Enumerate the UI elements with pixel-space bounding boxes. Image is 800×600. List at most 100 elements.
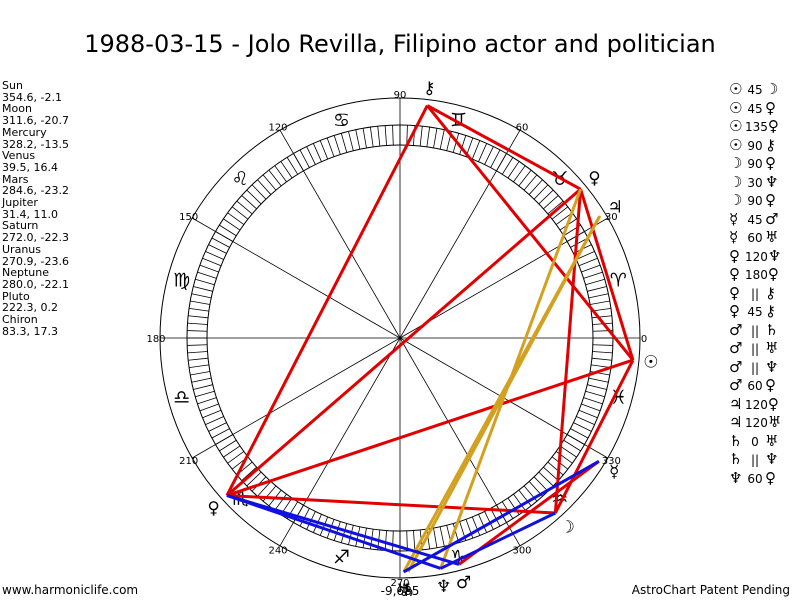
degree-tick bbox=[518, 169, 532, 187]
aspect-planet-b-icon: ♂ bbox=[765, 209, 779, 228]
degree-tick bbox=[355, 526, 361, 547]
degree-label: 150 bbox=[179, 212, 198, 223]
aspect-row: ☉ 135♀ bbox=[729, 117, 781, 136]
planet-name-sun: Sun bbox=[2, 79, 23, 92]
aspect-planet-b-icon: ♀ bbox=[765, 376, 776, 394]
degree-tick bbox=[219, 224, 237, 237]
degree-tick bbox=[551, 206, 569, 220]
degree-tick bbox=[543, 466, 559, 481]
aspect-planet-a-icon: ☿ bbox=[729, 228, 739, 246]
aspect-planet-a-icon: ☉ bbox=[729, 98, 743, 117]
aspect-planet-a-icon: ☉ bbox=[729, 80, 743, 98]
degree-tick bbox=[286, 157, 299, 175]
aspect-angle: 135 bbox=[745, 120, 768, 134]
degree-tick bbox=[406, 125, 408, 146]
aspect-line bbox=[439, 511, 557, 570]
aspect-planet-b-icon: ♄ bbox=[765, 320, 779, 339]
degree-tick bbox=[547, 200, 564, 215]
degree-tick bbox=[251, 184, 267, 200]
degree-tick bbox=[570, 428, 589, 439]
aspect-row: ♄ || ♆ bbox=[729, 450, 781, 469]
footer-website[interactable]: www.harmoniclife.com bbox=[2, 583, 139, 597]
aspect-planet-b-icon: ♅ bbox=[765, 339, 779, 357]
degree-tick bbox=[592, 351, 613, 354]
degree-tick bbox=[191, 293, 212, 299]
aspect-planet-b-icon: ♀ bbox=[767, 265, 779, 283]
aspect-angle: 120 bbox=[745, 249, 768, 264]
degree-tick bbox=[306, 146, 316, 165]
aspect-row: ♃ 120♀ bbox=[729, 395, 781, 414]
degree-tick bbox=[559, 445, 577, 458]
degree-tick bbox=[588, 377, 609, 383]
aspect-planet-a-icon: ♃ bbox=[729, 413, 743, 431]
planet-uranus-icon: ♅ bbox=[396, 581, 411, 600]
degree-tick bbox=[223, 218, 241, 231]
degree-tick bbox=[538, 189, 554, 205]
degree-tick bbox=[471, 516, 481, 536]
aspect-planet-a-icon: ☿ bbox=[729, 209, 739, 228]
bottom-value: -9,685 bbox=[381, 584, 420, 598]
degree-tick bbox=[319, 140, 329, 160]
aspect-angle: 60 bbox=[747, 379, 763, 393]
aspect-list: ☉ 45 ☽ ☉ 45 ♀ ☉ 135♀ ☉ 90 ⚷ ☽ 90 ♀ ☽ 30 ♆ ☽ 90 ♀ ☿ 45 ♂ ☿ 60 ♅ ♀ 12… bbox=[729, 80, 781, 487]
degree-tick bbox=[587, 384, 607, 390]
degree-tick bbox=[246, 189, 262, 205]
aspect-planet-b-icon: ⚷ bbox=[765, 283, 776, 302]
aspect-angle: 30 bbox=[747, 175, 763, 190]
spoke-line bbox=[191, 337, 401, 459]
degree-label: 300 bbox=[512, 545, 531, 556]
degree-tick bbox=[195, 278, 215, 286]
degree-tick bbox=[377, 126, 381, 147]
aspect-row: ♀ 120♆ bbox=[729, 247, 781, 266]
footer-patent: AstroChart Patent Pending bbox=[631, 583, 790, 597]
degree-tick bbox=[528, 179, 543, 195]
aspect-row: ♂ || ♄ bbox=[729, 321, 781, 340]
aspect-planet-a-icon: ☉ bbox=[729, 117, 743, 135]
degree-tick bbox=[543, 195, 559, 210]
degree-tick bbox=[490, 149, 501, 168]
degree-tick bbox=[195, 390, 215, 398]
degree-tick bbox=[257, 481, 272, 497]
degree-tick bbox=[236, 200, 253, 215]
aspect-row: ♀ || ⚷ bbox=[729, 284, 781, 303]
aspect-angle: 120 bbox=[745, 416, 768, 430]
planet-mercury-icon: ☿ bbox=[609, 462, 619, 482]
aspect-planet-a-icon: ♀ bbox=[729, 246, 740, 265]
aspect-planet-a-icon: ♄ bbox=[729, 450, 743, 468]
degree-tick bbox=[211, 237, 230, 248]
planet-jupiter-icon: ♃ bbox=[607, 198, 622, 218]
zodiac-sign-icon: ♐ bbox=[333, 546, 350, 568]
planet-moon-icon: ☽ bbox=[560, 517, 575, 537]
degree-tick bbox=[581, 264, 601, 273]
aspect-row: ☽ 90 ♀ bbox=[729, 191, 781, 210]
zodiac-sign-icon: ♈ bbox=[610, 270, 627, 292]
degree-tick bbox=[193, 384, 213, 390]
degree-tick bbox=[223, 445, 241, 458]
degree-tick bbox=[501, 157, 514, 175]
degree-label: 180 bbox=[146, 334, 165, 345]
degree-tick bbox=[199, 264, 219, 273]
aspect-row: ♂ || ♆ bbox=[729, 358, 781, 377]
aspect-angle: 45 bbox=[747, 305, 763, 319]
aspect-planet-a-icon: ♂ bbox=[729, 339, 743, 357]
aspect-angle: 60 bbox=[747, 231, 763, 245]
aspect-angle: 90 bbox=[747, 138, 763, 153]
degree-tick bbox=[326, 137, 335, 157]
degree-tick bbox=[478, 514, 488, 533]
degree-tick bbox=[312, 143, 322, 162]
aspect-angle: || bbox=[750, 323, 760, 338]
aspect-angle: || bbox=[750, 360, 760, 375]
planet-neptune-icon: ♆ bbox=[436, 577, 451, 597]
degree-tick bbox=[392, 125, 394, 146]
degree-tick bbox=[348, 525, 354, 545]
degree-tick bbox=[413, 530, 416, 551]
degree-tick bbox=[433, 128, 438, 149]
degree-tick bbox=[231, 206, 249, 220]
degree-tick bbox=[257, 179, 272, 195]
aspect-line bbox=[226, 494, 442, 570]
degree-tick bbox=[589, 300, 610, 305]
spoke-line bbox=[279, 129, 401, 339]
aspect-angle: 90 bbox=[747, 194, 763, 208]
degree-tick bbox=[518, 489, 532, 507]
planet-name-venus: Venus bbox=[2, 149, 36, 163]
